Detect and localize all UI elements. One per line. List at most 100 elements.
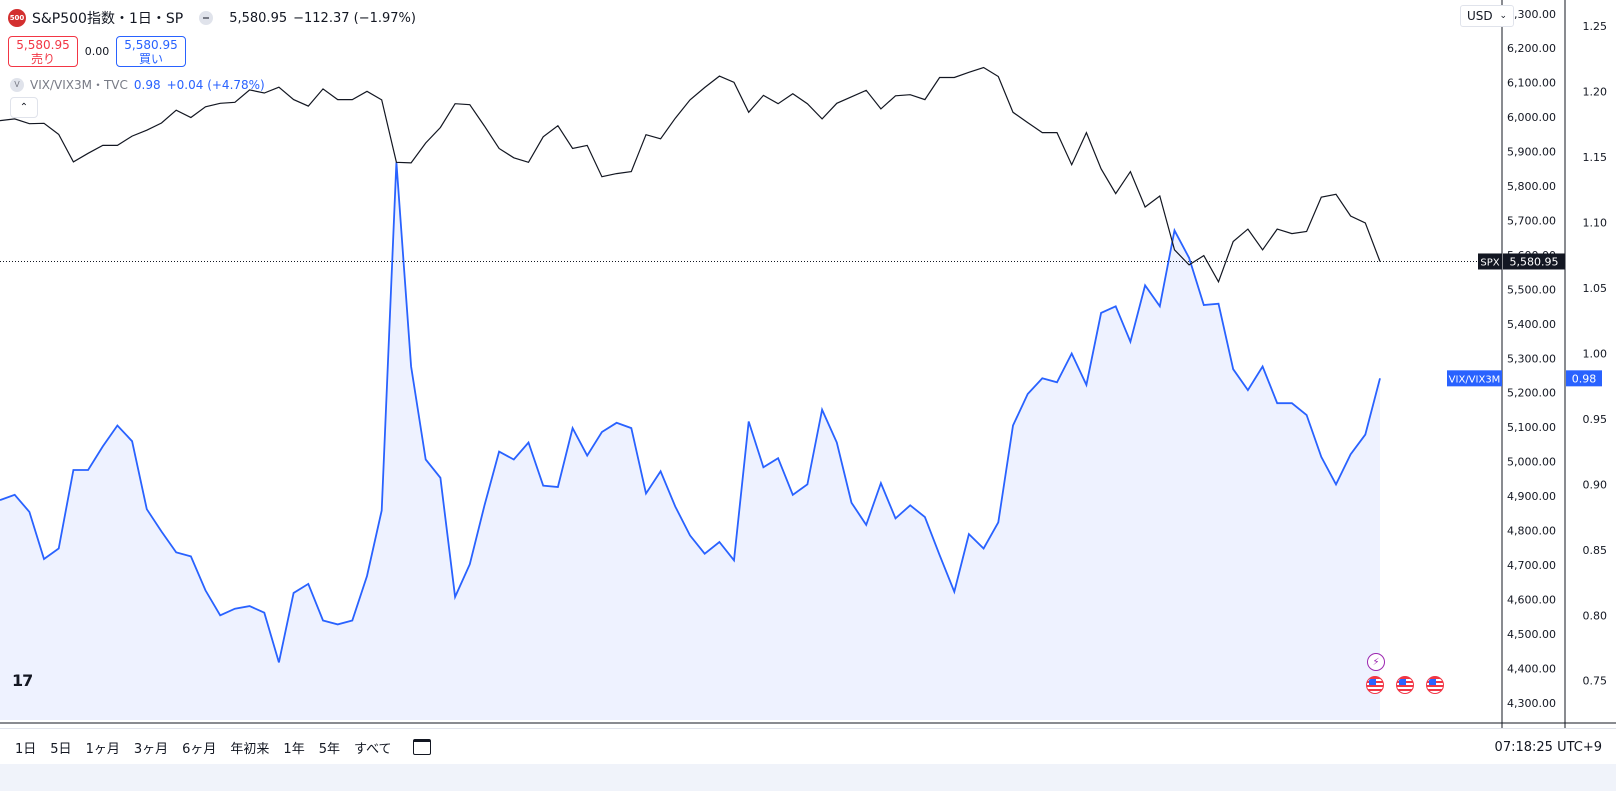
time-tick-label: 2025 bbox=[525, 727, 556, 728]
currency-select[interactable]: USD ⌄ bbox=[1460, 5, 1514, 27]
price-tick-label: 6,100.00 bbox=[1507, 77, 1556, 90]
time-tick-label: 7 bbox=[1185, 727, 1192, 728]
ratio-tick-label: 1.00 bbox=[1583, 347, 1608, 360]
ratio-tick-label: 1.20 bbox=[1583, 86, 1608, 99]
clock[interactable]: 07:18:25 UTC+9 bbox=[1494, 739, 1602, 755]
spread-value: 0.00 bbox=[84, 45, 110, 58]
chart-area[interactable]: 6,300.00 6,200.00 6,100.00 6,000.00 5,900.00… bbox=[0, 0, 1616, 728]
spx-name-badge-label: SPX bbox=[1480, 257, 1499, 268]
compare-change: +0.04 (+4.78%) bbox=[166, 77, 265, 92]
price-tick-label: 5,800.00 bbox=[1507, 180, 1556, 193]
price-change: −112.37 (−1.97%) bbox=[293, 10, 416, 26]
price-tick-label: 6,000.00 bbox=[1507, 111, 1556, 124]
us-flag-event-icon[interactable] bbox=[1366, 676, 1384, 694]
time-tick-label: 13 bbox=[1241, 727, 1255, 728]
time-axis[interactable]: 13 19 25 12月 6 12 18 24 2025 8 15 22 28 2月 7 13 20 3月 7 13 1… bbox=[35, 727, 1449, 728]
time-tick-label: 4月 bbox=[1431, 727, 1449, 728]
tradingview-logo-icon[interactable]: 17 bbox=[12, 671, 33, 690]
price-tick-label: 5,000.00 bbox=[1507, 456, 1556, 469]
price-tick-label: 5,300.00 bbox=[1507, 352, 1556, 365]
time-tick-label: 6 bbox=[279, 727, 286, 728]
time-tick-label: 13 bbox=[35, 727, 49, 728]
price-tick-label: 4,900.00 bbox=[1507, 490, 1556, 503]
last-price: 5,580.95 bbox=[229, 10, 288, 26]
range-buttons: 1日 5日 1ヶ月 3ヶ月 6ヶ月 年初来 1年 5年 すべて bbox=[0, 734, 395, 761]
market-status-icon[interactable] bbox=[199, 11, 214, 25]
time-tick-label: 8 bbox=[595, 727, 602, 728]
time-tick-label: 15 bbox=[651, 727, 665, 728]
price-tick-label: 4,800.00 bbox=[1507, 525, 1556, 538]
price-tick-label: 5,700.00 bbox=[1507, 214, 1556, 227]
ratio-tick-label: 1.05 bbox=[1583, 282, 1608, 295]
range-button[interactable]: 3ヶ月 bbox=[133, 741, 169, 757]
chevron-up-icon: ⌃ bbox=[19, 102, 29, 113]
spx-price-axis[interactable]: 6,300.00 6,200.00 6,100.00 6,000.00 5,900.00… bbox=[1507, 8, 1556, 710]
time-tick-label: 25 bbox=[1361, 727, 1375, 728]
range-button[interactable]: 1年 bbox=[283, 741, 305, 757]
calendar-icon[interactable] bbox=[412, 739, 431, 755]
sell-price: 5,580.95 bbox=[16, 37, 70, 52]
time-tick-label: 12 bbox=[335, 727, 349, 728]
compare-symbol-icon: V bbox=[10, 77, 24, 92]
time-tick-label: 7 bbox=[895, 727, 902, 728]
price-tick-label: 5,500.00 bbox=[1507, 283, 1556, 296]
ratio-tick-label: 0.95 bbox=[1583, 413, 1608, 426]
time-tick-label: 20 bbox=[1011, 727, 1025, 728]
compare-legend[interactable]: V VIX/VIX3M・TVC 0.98 +0.04 (+4.78%) bbox=[10, 76, 265, 93]
time-tick-label: 2月 bbox=[829, 727, 847, 728]
buy-button[interactable]: 5,580.95 買い bbox=[116, 36, 186, 67]
ratio-tick-label: 0.85 bbox=[1583, 544, 1608, 557]
price-tick-label: 4,600.00 bbox=[1507, 593, 1556, 606]
currency-value: USD bbox=[1467, 9, 1493, 23]
price-tick-label: 6,200.00 bbox=[1507, 42, 1556, 55]
bottom-toolbar: 1日 5日 1ヶ月 3ヶ月 6ヶ月 年初来 1年 5年 すべて 07:18:25 UTC+9 bbox=[0, 728, 1616, 765]
compare-value: 0.98 bbox=[133, 77, 161, 92]
price-tick-label: 5,400.00 bbox=[1507, 318, 1556, 331]
ratio-tick-label: 1.10 bbox=[1583, 217, 1608, 230]
ratio-tick-label: 0.80 bbox=[1583, 609, 1608, 622]
range-button[interactable]: 5年 bbox=[318, 741, 340, 757]
time-tick-label: 13 bbox=[951, 727, 965, 728]
sell-label: 売り bbox=[30, 51, 55, 66]
time-tick-label: 25 bbox=[155, 727, 169, 728]
collapse-legend-button[interactable]: ⌃ bbox=[10, 97, 38, 118]
range-button[interactable]: 1ヶ月 bbox=[85, 741, 120, 757]
event-flash-icon[interactable]: ⚡ bbox=[1367, 653, 1385, 671]
spx-value-badge-label: 5,580.95 bbox=[1510, 255, 1559, 268]
buy-price: 5,580.95 bbox=[124, 37, 178, 52]
time-tick-label: 19 bbox=[1301, 727, 1315, 728]
spx-value-badge bbox=[1503, 253, 1565, 270]
time-tick-label: 24 bbox=[455, 727, 469, 728]
range-button[interactable]: 年初来 bbox=[230, 741, 270, 757]
symbol-title[interactable]: S&P500指数・1日・SP bbox=[32, 11, 184, 27]
price-tick-label: 4,700.00 bbox=[1507, 559, 1556, 572]
vix-value-badge bbox=[1566, 370, 1602, 387]
vix-name-badge bbox=[1447, 370, 1502, 387]
price-tick-label: 4,400.00 bbox=[1507, 662, 1556, 675]
us-flag-event-icon[interactable] bbox=[1396, 676, 1414, 694]
spx-series-line bbox=[0, 66, 1381, 284]
us-flag-event-icon[interactable] bbox=[1426, 676, 1444, 694]
price-tick-label: 5,200.00 bbox=[1507, 387, 1556, 400]
range-button[interactable]: 6ヶ月 bbox=[182, 741, 217, 757]
range-button[interactable]: すべて bbox=[353, 741, 392, 757]
spx-name-badge bbox=[1478, 253, 1502, 270]
time-tick-label: 18 bbox=[395, 727, 409, 728]
footer-strip bbox=[0, 764, 1616, 791]
vix-series-line bbox=[0, 162, 1381, 663]
range-button[interactable]: 1日 bbox=[15, 741, 37, 757]
price-tick-label: 5,100.00 bbox=[1507, 421, 1556, 434]
vix-value-badge-label: 0.98 bbox=[1572, 372, 1597, 385]
last-value-badges: SPX 5,580.95 VIX/VIX3M 0.98 bbox=[1447, 253, 1602, 387]
sell-button[interactable]: 5,580.95 売り bbox=[8, 36, 78, 67]
ratio-axis[interactable]: 1.25 1.20 1.15 1.10 1.05 1.00 0.95 0.90 0.85 0.80… bbox=[1583, 20, 1608, 688]
price-tick-label: 6,300.00 bbox=[1507, 8, 1556, 21]
price-tick-label: 4,300.00 bbox=[1507, 697, 1556, 710]
time-tick-label: 19 bbox=[95, 727, 109, 728]
range-button[interactable]: 5日 bbox=[50, 741, 72, 757]
compare-label: VIX/VIX3M・TVC bbox=[30, 78, 128, 92]
ratio-tick-label: 1.25 bbox=[1583, 20, 1608, 33]
chevron-down-icon: ⌄ bbox=[1499, 11, 1507, 21]
vix-area-fill bbox=[0, 162, 1380, 721]
price-tick-label: 5,900.00 bbox=[1507, 146, 1556, 159]
